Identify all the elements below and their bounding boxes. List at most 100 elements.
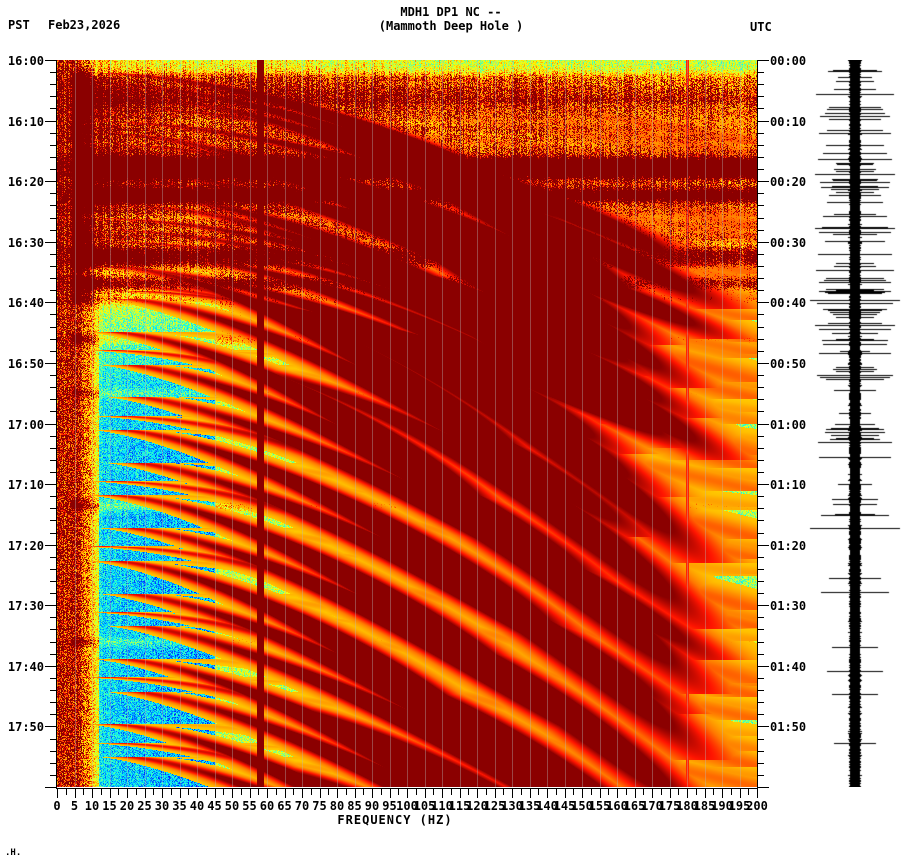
- frequency-tick-label: 65: [277, 799, 292, 813]
- freq-axis-major-tick: [495, 789, 496, 798]
- left-axis-minor-tick: [50, 108, 56, 109]
- left-time-label: 16:30: [7, 236, 44, 250]
- left-axis-minor-tick: [50, 448, 56, 449]
- frequency-tick-label: 110: [431, 799, 453, 813]
- right-axis-minor-tick: [758, 314, 764, 315]
- freq-axis-minor-tick: [223, 789, 224, 795]
- freq-axis-major-tick: [722, 789, 723, 798]
- left-time-label: 17:20: [7, 539, 44, 553]
- left-axis-minor-tick: [50, 496, 56, 497]
- right-axis-minor-tick: [758, 375, 764, 376]
- right-axis-minor-tick: [758, 460, 764, 461]
- freq-axis-major-tick: [530, 789, 531, 798]
- frequency-tick-label: 130: [501, 799, 523, 813]
- freq-axis-major-tick: [565, 789, 566, 798]
- frequency-tick-label: 90: [364, 799, 380, 813]
- right-axis-major-tick: [758, 605, 769, 606]
- frequency-tick-label: 100: [396, 799, 418, 813]
- frequency-tick-label: 200: [746, 799, 768, 813]
- right-axis-minor-tick: [758, 581, 764, 582]
- right-axis-minor-tick: [758, 472, 764, 473]
- freq-axis-minor-tick: [468, 789, 469, 795]
- freq-axis-major-tick: [670, 789, 671, 798]
- frequency-tick-label: 165: [623, 799, 646, 813]
- left-time-label: 16:20: [7, 175, 44, 189]
- frequency-tick-label: 145: [553, 799, 576, 813]
- freq-axis-minor-tick: [258, 789, 259, 795]
- freq-axis-major-tick: [197, 789, 198, 798]
- right-axis-major-tick: [758, 787, 769, 788]
- right-axis-minor-tick: [758, 96, 764, 97]
- left-axis-minor-tick: [50, 751, 56, 752]
- right-axis-minor-tick: [758, 702, 764, 703]
- freq-axis-minor-tick: [591, 789, 592, 795]
- freq-axis-minor-tick: [748, 789, 749, 795]
- freq-axis-major-tick: [75, 789, 76, 798]
- left-time-label: 16:00: [7, 54, 44, 68]
- left-axis-minor-tick: [50, 278, 56, 279]
- left-axis-minor-tick: [50, 775, 56, 776]
- frequency-tick-label: 170: [641, 799, 663, 813]
- right-axis-minor-tick: [758, 339, 764, 340]
- freq-axis-major-tick: [582, 789, 583, 798]
- freq-axis-major-tick: [442, 789, 443, 798]
- right-axis-minor-tick: [758, 690, 764, 691]
- right-time-label: 01:40: [770, 660, 807, 674]
- right-axis-minor-tick: [758, 763, 764, 764]
- right-time-label: 00:20: [770, 175, 807, 189]
- right-axis-minor-tick: [758, 678, 764, 679]
- left-time-label: 17:00: [7, 418, 44, 432]
- frequency-tick-label: 55: [242, 799, 257, 813]
- left-axis-minor-tick: [50, 593, 56, 594]
- freq-axis-minor-tick: [398, 789, 399, 795]
- frequency-tick-label: 150: [571, 799, 593, 813]
- freq-axis-minor-tick: [153, 789, 154, 795]
- freq-axis-major-tick: [145, 789, 146, 798]
- bottom-axis-line: [56, 788, 758, 789]
- freq-axis-major-tick: [425, 789, 426, 798]
- right-time-label: 00:00: [770, 54, 807, 68]
- left-axis-minor-tick: [50, 617, 56, 618]
- freq-axis-major-tick: [390, 789, 391, 798]
- frequency-tick-label: 40: [189, 799, 205, 813]
- right-axis-minor-tick: [758, 654, 764, 655]
- left-axis-minor-tick: [50, 436, 56, 437]
- freq-axis-major-tick: [162, 789, 163, 798]
- right-axis-minor-tick: [758, 108, 764, 109]
- left-axis-minor-tick: [50, 169, 56, 170]
- right-axis-major-tick: [758, 726, 769, 727]
- right-axis-minor-tick: [758, 533, 764, 534]
- frequency-axis-title: FREQUENCY (HZ): [337, 813, 453, 827]
- left-time-label: 17:10: [7, 478, 44, 492]
- right-axis-minor-tick: [758, 157, 764, 158]
- right-axis-major-tick: [758, 363, 769, 364]
- left-axis-minor-tick: [50, 205, 56, 206]
- right-axis-minor-tick: [758, 593, 764, 594]
- freq-axis-major-tick: [92, 789, 93, 798]
- spectrogram-image: [57, 60, 757, 787]
- left-axis-minor-tick: [50, 339, 56, 340]
- freq-axis-major-tick: [617, 789, 618, 798]
- right-axis-minor-tick: [758, 436, 764, 437]
- freq-axis-minor-tick: [381, 789, 382, 795]
- left-axis-minor-tick: [50, 351, 56, 352]
- freq-axis-minor-tick: [363, 789, 364, 795]
- right-axis-minor-tick: [758, 448, 764, 449]
- frequency-tick-label: 35: [172, 799, 187, 813]
- frequency-tick-label: 115: [448, 799, 471, 813]
- left-axis-minor-tick: [50, 411, 56, 412]
- freq-axis-minor-tick: [241, 789, 242, 795]
- frequency-tick-label: 180: [676, 799, 698, 813]
- left-axis-major-tick: [45, 302, 56, 303]
- right-axis-minor-tick: [758, 351, 764, 352]
- freq-axis-minor-tick: [713, 789, 714, 795]
- left-time-label: 16:40: [7, 296, 44, 310]
- freq-axis-minor-tick: [328, 789, 329, 795]
- left-axis-major-tick: [45, 121, 56, 122]
- frequency-tick-label: 185: [693, 799, 716, 813]
- freq-axis-major-tick: [547, 789, 548, 798]
- station-title: MDH1 DP1 NC --: [400, 5, 502, 19]
- freq-axis-minor-tick: [188, 789, 189, 795]
- right-axis-minor-tick: [758, 739, 764, 740]
- right-axis-minor-tick: [758, 642, 764, 643]
